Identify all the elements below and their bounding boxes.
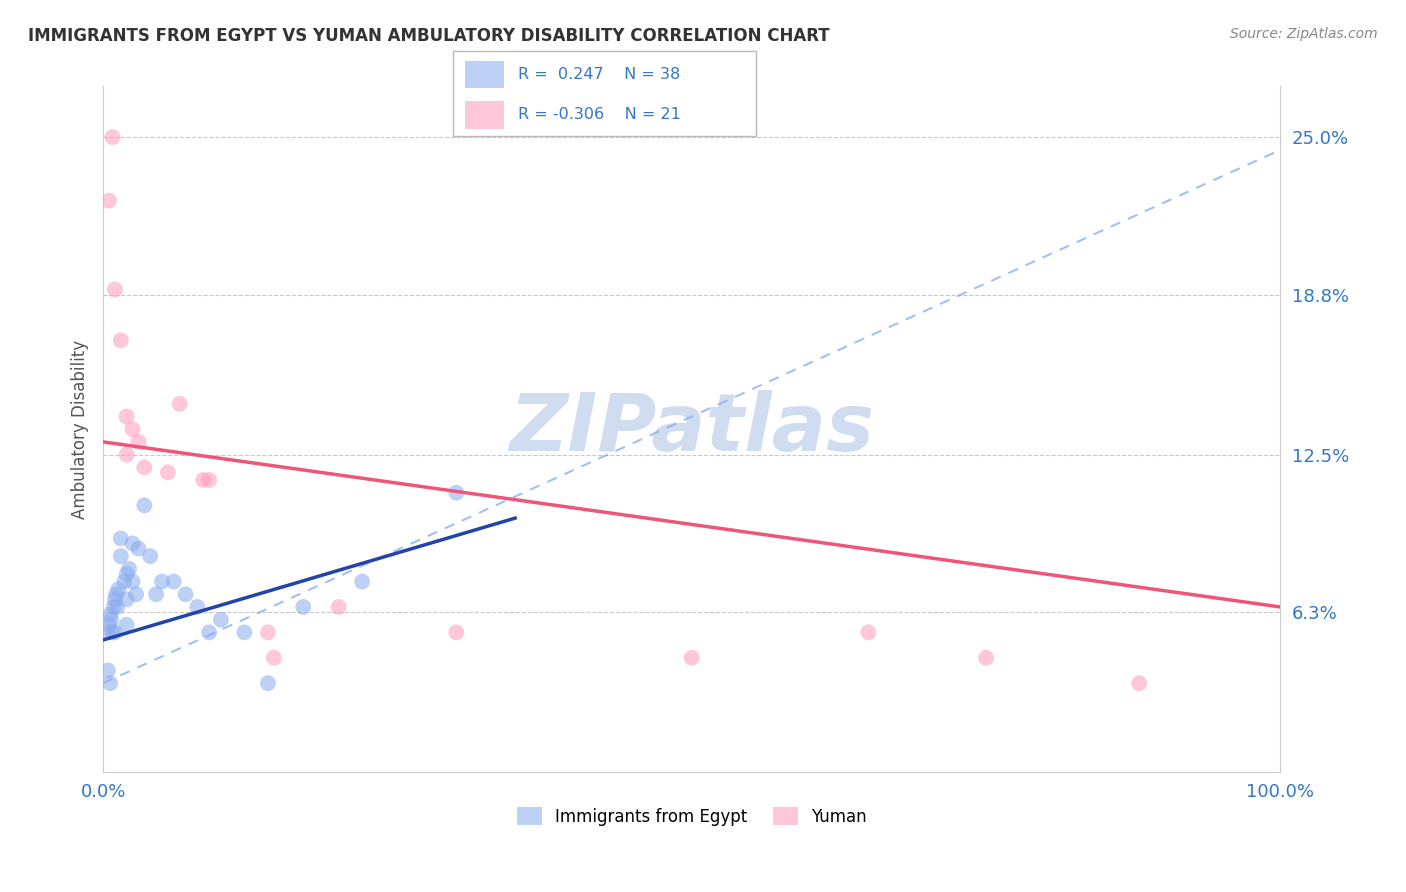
- Text: R = -0.306    N = 21: R = -0.306 N = 21: [517, 107, 681, 121]
- Point: [105, 599, 128, 614]
- Point: [103, 599, 125, 614]
- FancyBboxPatch shape: [465, 61, 502, 87]
- Point: [328, 599, 350, 614]
- Point: [115, 409, 138, 424]
- Text: R =  0.247    N = 38: R = 0.247 N = 38: [517, 67, 681, 81]
- Point: [105, 587, 128, 601]
- Point: [101, 130, 124, 145]
- Point: [257, 676, 280, 690]
- Point: [115, 566, 138, 581]
- Point: [110, 334, 132, 348]
- Point: [145, 587, 167, 601]
- Text: ZIPatlas: ZIPatlas: [509, 390, 875, 468]
- Point: [446, 485, 468, 500]
- Point: [292, 599, 315, 614]
- Point: [110, 549, 132, 564]
- Point: [257, 625, 280, 640]
- Point: [96, 625, 118, 640]
- Point: [110, 532, 132, 546]
- Point: [98, 194, 121, 208]
- Point: [104, 625, 127, 640]
- Point: [121, 536, 143, 550]
- Point: [186, 599, 208, 614]
- Point: [121, 422, 143, 436]
- Point: [127, 541, 149, 556]
- Point: [156, 466, 179, 480]
- Point: [681, 650, 703, 665]
- Point: [104, 283, 127, 297]
- Point: [198, 625, 221, 640]
- Point: [98, 607, 121, 622]
- Point: [134, 499, 156, 513]
- Point: [139, 549, 162, 564]
- Point: [97, 664, 120, 678]
- Text: IMMIGRANTS FROM EGYPT VS YUMAN AMBULATORY DISABILITY CORRELATION CHART: IMMIGRANTS FROM EGYPT VS YUMAN AMBULATOR…: [28, 27, 830, 45]
- Point: [233, 625, 256, 640]
- FancyBboxPatch shape: [453, 51, 756, 136]
- Point: [169, 397, 191, 411]
- Point: [98, 676, 121, 690]
- Text: Source: ZipAtlas.com: Source: ZipAtlas.com: [1230, 27, 1378, 41]
- Point: [107, 582, 129, 597]
- Point: [125, 587, 148, 601]
- Point: [112, 574, 135, 589]
- Point: [115, 592, 138, 607]
- Point: [163, 574, 186, 589]
- Point: [134, 460, 156, 475]
- Point: [98, 617, 121, 632]
- Point: [174, 587, 197, 601]
- Point: [858, 625, 880, 640]
- Point: [100, 613, 122, 627]
- Point: [150, 574, 173, 589]
- Point: [1128, 676, 1150, 690]
- Point: [104, 592, 127, 607]
- Point: [118, 562, 141, 576]
- Point: [198, 473, 221, 487]
- Point: [115, 617, 138, 632]
- Legend: Immigrants from Egypt, Yuman: Immigrants from Egypt, Yuman: [510, 801, 873, 832]
- Point: [209, 613, 232, 627]
- Point: [263, 650, 285, 665]
- Point: [127, 434, 149, 449]
- Point: [121, 574, 143, 589]
- FancyBboxPatch shape: [465, 101, 502, 128]
- Point: [101, 625, 124, 640]
- Point: [352, 574, 374, 589]
- Point: [974, 650, 997, 665]
- Y-axis label: Ambulatory Disability: Ambulatory Disability: [72, 340, 89, 519]
- Point: [193, 473, 215, 487]
- Point: [446, 625, 468, 640]
- Point: [115, 448, 138, 462]
